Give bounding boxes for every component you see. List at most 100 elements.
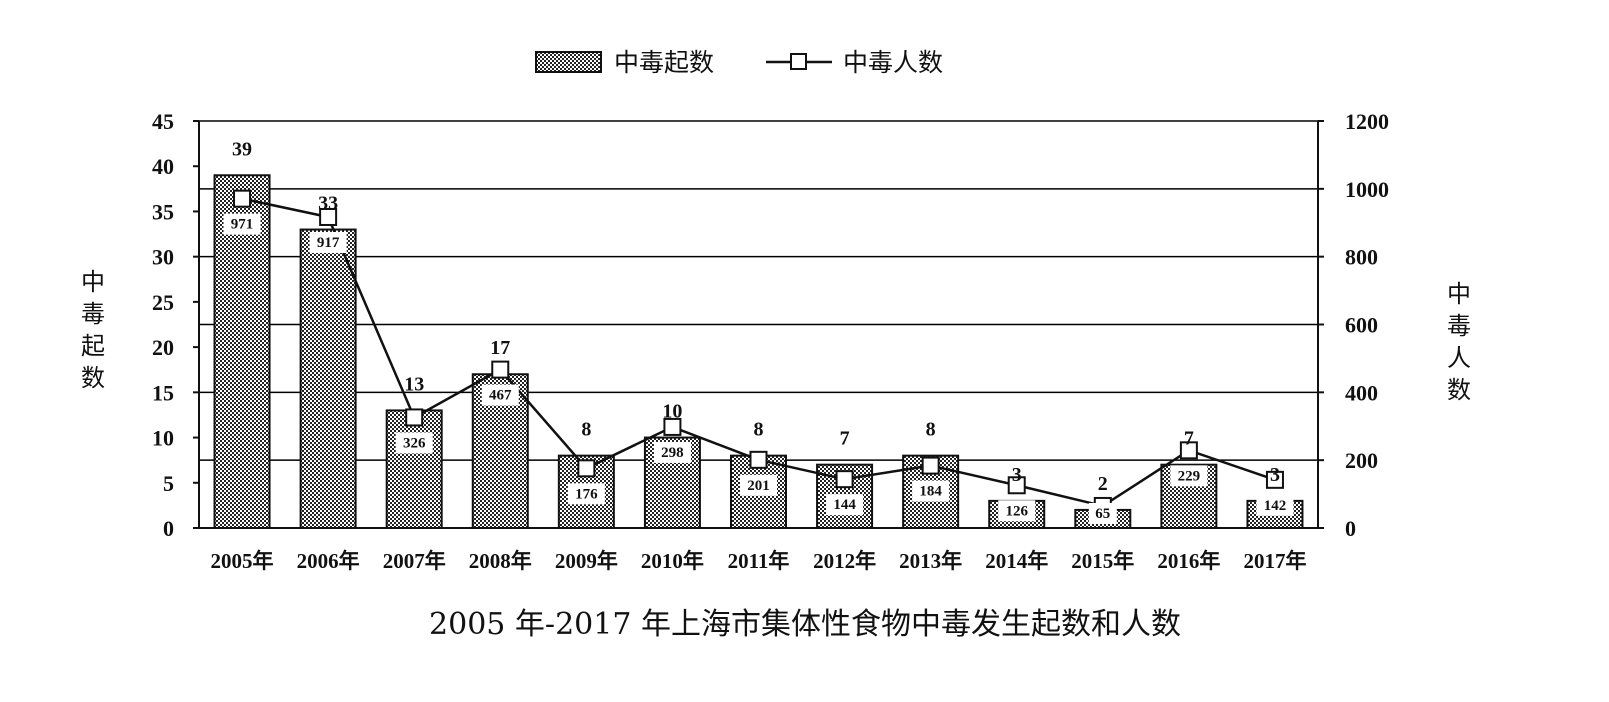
line-marker — [749, 450, 768, 469]
bar-value-label: 3 — [1012, 464, 1022, 486]
line-value-label: 144 — [833, 497, 856, 513]
line-marker — [1007, 476, 1026, 495]
y-left-tick-label: 35 — [152, 199, 174, 224]
line-value-label: 917 — [317, 235, 340, 251]
line-marker — [577, 459, 596, 478]
axis-title-char: 数 — [81, 364, 105, 392]
bar-value-label: 33 — [318, 193, 338, 215]
line-value-label-bg — [567, 483, 605, 505]
x-tick-label: 2012年 — [813, 549, 876, 573]
line-value-label-bg — [826, 494, 864, 516]
x-tick-label: 2010年 — [641, 549, 704, 573]
y-left-tick-label: 15 — [152, 380, 174, 405]
line-value-label: 176 — [575, 486, 598, 502]
y-right-tick-label: 1000 — [1345, 177, 1389, 202]
y-right-tick-label: 0 — [1345, 516, 1356, 541]
line-value-label: 229 — [1178, 468, 1201, 484]
axis-title-char: 中 — [1447, 280, 1471, 308]
bar-value-label: 8 — [926, 419, 936, 441]
y-axis-right-title: 中毒人数 — [1447, 280, 1471, 404]
axes: 0 5 10 15 20 25 30 35 40 45 0 200 400 600 800 1000 1200 2… — [152, 109, 1389, 573]
x-tick-label: 2011年 — [728, 549, 790, 573]
line-marker — [233, 189, 252, 208]
x-tick-label: 2008年 — [469, 549, 532, 573]
line-value-label-bg — [223, 213, 261, 235]
x-tick-label: 2009年 — [555, 549, 618, 573]
line-marker — [1265, 470, 1284, 489]
x-tick-label: 2016年 — [1157, 549, 1220, 573]
y-left-tick-label: 0 — [163, 516, 174, 541]
bar-value-label: 13 — [404, 373, 424, 395]
data-labels: 39 33 13 17 8 10 8 7 8 3 2 7 3 971 917 326 467 176 298 201 1… — [223, 138, 1294, 524]
line-value-label-bg — [1170, 465, 1208, 487]
line-marker — [1179, 441, 1198, 460]
line-value-label-bg — [912, 480, 950, 502]
bar-value-label: 8 — [581, 419, 591, 441]
y-right-tick-label: 600 — [1345, 313, 1378, 338]
y-left-tick-label: 40 — [152, 154, 174, 179]
y-left-tick-label: 45 — [152, 109, 174, 134]
bar-value-label: 17 — [490, 337, 510, 359]
line-value-label-bg — [395, 432, 433, 454]
y-right-tick-label: 200 — [1345, 448, 1378, 473]
line-value-label: 184 — [919, 484, 942, 500]
bar-value-label: 7 — [840, 428, 850, 450]
y-right-tick-label: 800 — [1345, 245, 1378, 270]
y-left-tick-label: 25 — [152, 290, 174, 315]
bar — [385, 409, 443, 529]
axis-title-char: 中 — [81, 268, 105, 296]
y-left-tick-label: 10 — [152, 426, 174, 451]
y-axis-left-title: 中毒起数 — [81, 268, 105, 392]
x-tick-label: 2015年 — [1071, 549, 1134, 573]
x-tick-label: 2013年 — [899, 549, 962, 573]
line-value-label: 65 — [1095, 506, 1110, 522]
x-tick-label: 2017年 — [1243, 549, 1306, 573]
axis-title-char: 人 — [1447, 344, 1471, 372]
legend-bar-label: 中毒起数 — [614, 48, 714, 77]
line-marker — [663, 417, 682, 436]
line-value-label-bg — [998, 500, 1036, 522]
line-marker — [835, 470, 854, 489]
line-value-label-bg — [653, 441, 691, 463]
line-value-label-bg — [309, 231, 347, 253]
x-tick-label: 2007年 — [383, 549, 446, 573]
y-left-tick-label: 5 — [163, 471, 174, 496]
line-value-label-bg — [481, 384, 519, 406]
bar-value-label: 39 — [232, 138, 252, 160]
legend-line-label: 中毒人数 — [843, 48, 943, 77]
y-right-tick-label: 400 — [1345, 380, 1378, 405]
legend: 中毒起数 中毒人数 — [535, 48, 943, 77]
axis-title-char: 起 — [81, 332, 105, 360]
axis-title-char: 数 — [1447, 376, 1471, 404]
axis-title-char: 毒 — [81, 300, 105, 328]
x-tick-label: 2014年 — [985, 549, 1048, 573]
axis-title-char: 毒 — [1447, 312, 1471, 340]
bar — [299, 228, 357, 530]
y-left-tick-label: 20 — [152, 335, 174, 360]
y-left-tick-label: 30 — [152, 245, 174, 270]
line-value-label: 971 — [231, 217, 254, 233]
bar-value-label: 8 — [754, 419, 764, 441]
gridlines — [199, 120, 1318, 461]
line-marker — [921, 456, 940, 475]
x-tick-label: 2006年 — [297, 549, 360, 573]
y-right-tick-label: 1200 — [1345, 109, 1389, 134]
line-value-label: 326 — [403, 435, 426, 451]
chart-title: 2005 年-2017 年上海市集体性食物中毒发生起数和人数 — [429, 607, 1181, 642]
line-value-label: 467 — [489, 388, 512, 404]
line-value-label: 298 — [661, 445, 684, 461]
legend-bar-swatch — [535, 51, 602, 73]
bar-value-label: 2 — [1098, 473, 1108, 495]
bar-value-label: 3 — [1270, 464, 1280, 486]
line-value-label: 201 — [747, 478, 770, 494]
line-value-label-bg — [740, 474, 777, 496]
line-value-label: 126 — [1005, 503, 1028, 519]
bar-value-label: 7 — [1184, 428, 1194, 450]
line-marker — [405, 408, 424, 427]
line-marker — [491, 360, 510, 379]
line-marker — [319, 207, 338, 226]
legend-marker-swatch — [790, 53, 807, 70]
x-tick-label: 2005年 — [211, 549, 274, 573]
bar-value-label: 10 — [662, 401, 682, 423]
